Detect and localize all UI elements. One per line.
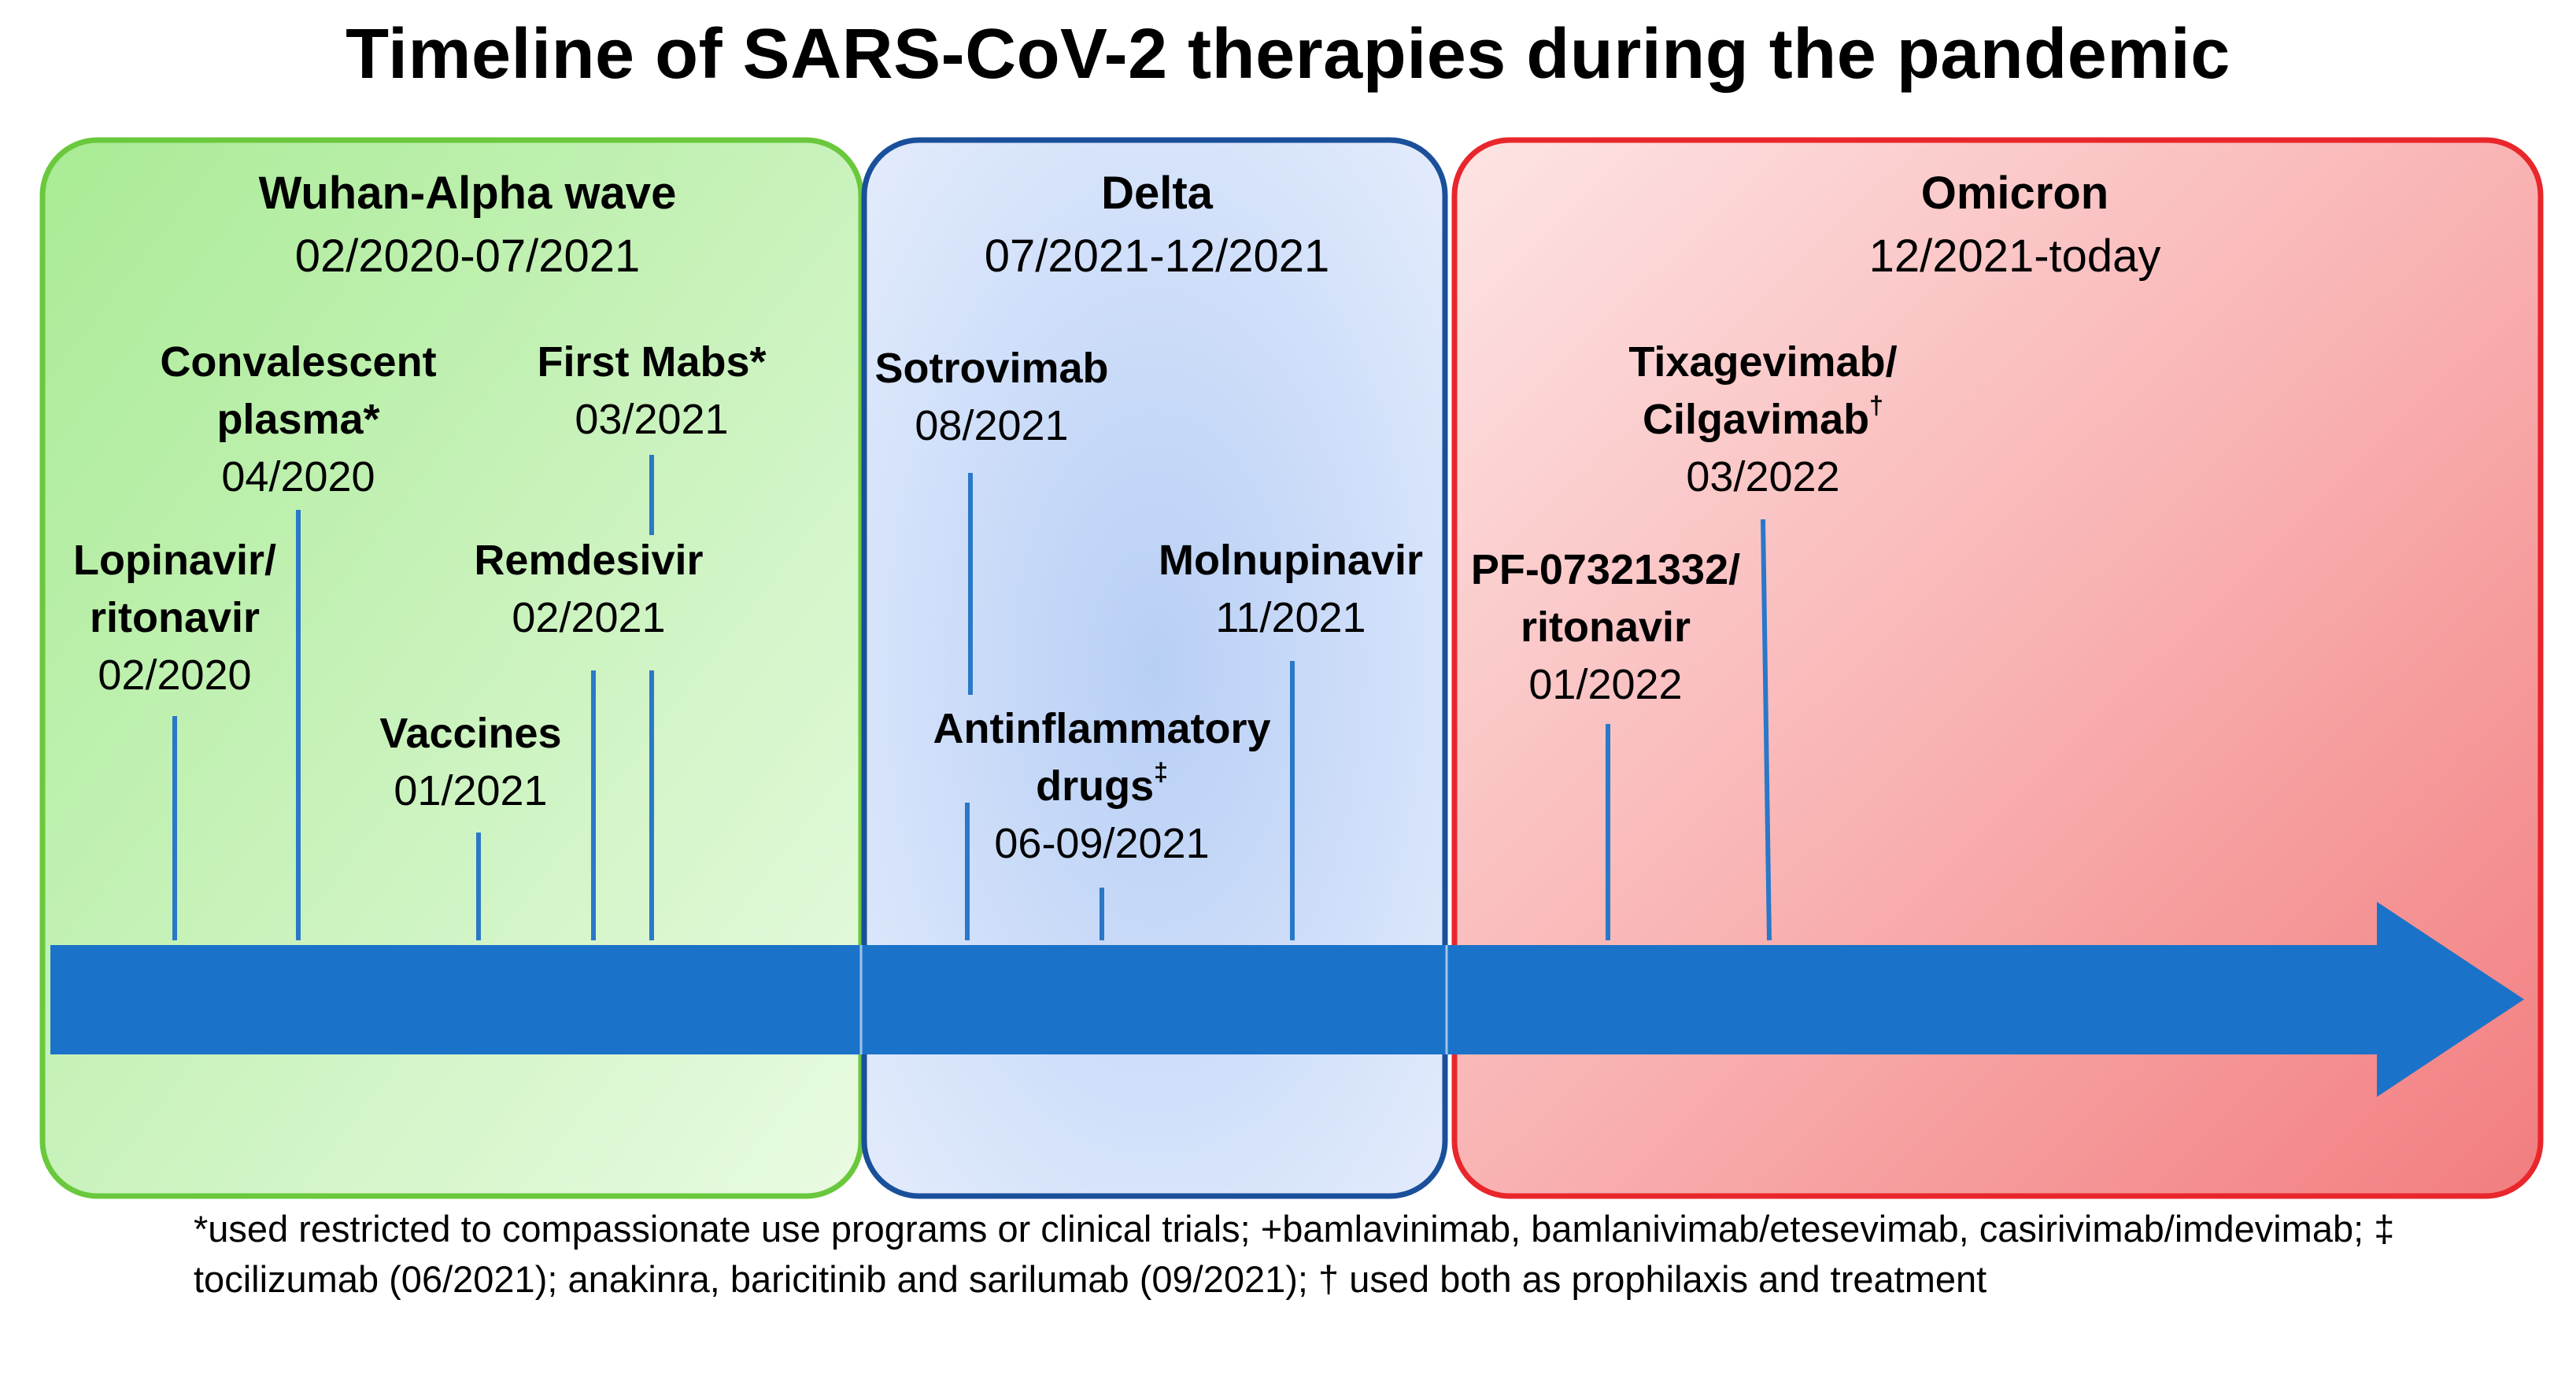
panel-name: Omicron xyxy=(1920,168,2109,219)
therapy-lopinavir-ritonavir: Lopinavir/ ritonavir 02/2020 xyxy=(31,532,318,704)
therapy-name: Antinflammatory drugs‡ xyxy=(897,700,1306,815)
therapy-footnote-mark: † xyxy=(1869,391,1883,419)
therapy-name: Lopinavir/ ritonavir xyxy=(72,537,277,641)
therapy-date: 06-09/2021 xyxy=(994,820,1210,867)
therapy-molnupinavir: Molnupinavir 11/2021 xyxy=(1149,532,1432,647)
panel-range: 07/2021-12/2021 xyxy=(984,231,1330,282)
therapy-date: 04/2020 xyxy=(221,453,375,500)
panel-heading-omicron: Omicron 12/2021-today xyxy=(1755,162,2275,288)
therapy-pf-07321332-ritonavir: PF-07321332/ ritonavir 01/2022 xyxy=(1456,541,1755,714)
panel-range: 12/2021-today xyxy=(1868,231,2161,282)
panel-omicron xyxy=(1451,137,2544,1199)
therapy-name: Convalescent plasma* xyxy=(160,338,437,443)
therapy-sotrovimab: Sotrovimab 08/2021 xyxy=(850,340,1133,455)
footnote: *used restricted to compassionate use pr… xyxy=(194,1208,2395,1300)
panel-range: 02/2020-07/2021 xyxy=(294,231,641,282)
panel-heading-wuhan-alpha: Wuhan-Alpha wave 02/2020-07/2021 xyxy=(74,162,861,288)
therapy-date: 01/2022 xyxy=(1528,661,1683,708)
panel-name: Delta xyxy=(1101,168,1213,219)
therapy-vaccines: Vaccines 01/2021 xyxy=(337,705,604,820)
panel-delta xyxy=(861,137,1448,1199)
therapy-convalescent-plasma: Convalescent plasma* 04/2020 xyxy=(141,334,456,506)
page-title: Timeline of SARS-CoV-2 therapies during … xyxy=(346,15,2230,94)
therapy-tixagevimab-cilgavimab: Tixagevimab/ Cilgavimab† 03/2022 xyxy=(1613,334,1913,506)
therapy-date: 03/2021 xyxy=(575,396,729,443)
timeline-arrow xyxy=(50,902,2524,1097)
panel-wuhan-alpha xyxy=(39,137,864,1199)
therapy-name: Sotrovimab xyxy=(874,345,1109,392)
therapy-footnote-mark: ‡ xyxy=(1154,758,1168,786)
therapy-date: 01/2021 xyxy=(394,767,548,814)
therapy-name: Vaccines xyxy=(379,710,562,757)
therapy-first-mabs: First Mabs* 03/2021 xyxy=(510,334,793,449)
panel-name: Wuhan-Alpha wave xyxy=(258,168,677,219)
therapy-antinflammatory-drugs: Antinflammatory drugs‡ 06-09/2021 xyxy=(897,700,1306,873)
therapy-name-text: Antinflammatory drugs xyxy=(933,705,1271,810)
therapy-date: 08/2021 xyxy=(915,402,1069,449)
therapy-name-text: Tixagevimab/ Cilgavimab xyxy=(1628,338,1898,443)
therapy-name: First Mabs* xyxy=(537,338,767,386)
therapy-date: 03/2022 xyxy=(1686,453,1840,500)
therapy-date: 02/2021 xyxy=(512,594,666,641)
panel-heading-delta: Delta 07/2021-12/2021 xyxy=(881,162,1432,288)
therapy-name: PF-07321332/ ritonavir xyxy=(1470,546,1741,651)
therapy-name: Remdesivir xyxy=(474,537,704,584)
therapy-remdesivir: Remdesivir 02/2021 xyxy=(447,532,730,647)
therapy-name: Tixagevimab/ Cilgavimab† xyxy=(1613,334,1913,449)
therapy-name: Molnupinavir xyxy=(1159,537,1423,584)
therapy-date: 11/2021 xyxy=(1215,594,1366,641)
tick-tixagevimab xyxy=(1761,519,1772,941)
therapy-date: 02/2020 xyxy=(98,652,252,699)
